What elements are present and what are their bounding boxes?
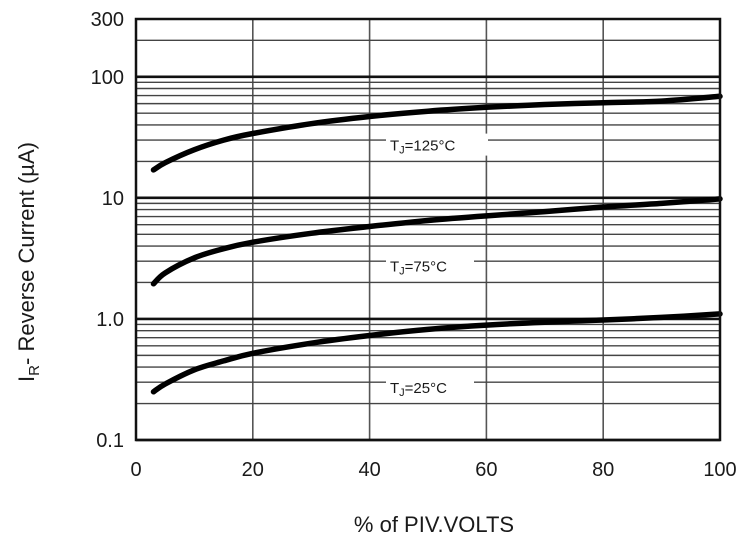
x-tick-label: 20 bbox=[242, 459, 264, 481]
series-annotation: TJ=125°C bbox=[390, 138, 455, 157]
series-annotation: TJ=75°C bbox=[390, 259, 447, 278]
y-tick-label: 10 bbox=[102, 188, 124, 210]
annotation-background bbox=[386, 375, 474, 398]
y-tick-label: 0.1 bbox=[96, 430, 124, 452]
series-line bbox=[150, 196, 723, 287]
y-axis-label-rest: - Reverse Current (µA) bbox=[14, 142, 39, 365]
annotation-rest: =75°C bbox=[405, 259, 447, 276]
x-tick-label: 80 bbox=[592, 459, 614, 481]
series-line bbox=[150, 93, 723, 173]
x-tick-label: 60 bbox=[475, 459, 497, 481]
curves bbox=[150, 93, 723, 395]
annotation-main: T bbox=[390, 380, 399, 397]
annotation-sub: J bbox=[399, 145, 405, 157]
annotation-background bbox=[386, 133, 488, 156]
plot-frame bbox=[134, 17, 722, 442]
annotation-background bbox=[386, 254, 474, 277]
annotation-sub: J bbox=[399, 266, 405, 278]
y-axis-label: IR- Reverse Current (µA) bbox=[14, 142, 43, 382]
y-tick-label: 300 bbox=[91, 9, 124, 31]
series-annotation: TJ=25°C bbox=[390, 380, 447, 399]
y-tick-label: 1.0 bbox=[96, 309, 124, 331]
y-axis-label-sub: R bbox=[26, 365, 43, 376]
x-axis-label: % of PIV.VOLTS bbox=[354, 512, 514, 537]
annotation-rest: =25°C bbox=[405, 380, 447, 397]
y-tick-label: 100 bbox=[91, 67, 124, 89]
y-axis-label-main: I bbox=[14, 376, 39, 382]
tick-labels: 0 20 40 60 80 100 0.1 1.0 10 100 300 bbox=[91, 9, 737, 481]
annotation-main: T bbox=[390, 259, 399, 276]
annotation-sub: J bbox=[399, 387, 405, 399]
annotation-main: T bbox=[390, 138, 399, 155]
x-tick-label: 40 bbox=[358, 459, 380, 481]
annotations: TJ=125°CTJ=75°CTJ=25°C bbox=[386, 133, 488, 399]
annotation-rest: =125°C bbox=[405, 138, 456, 155]
x-tick-label: 0 bbox=[130, 459, 141, 481]
x-tick-label: 100 bbox=[703, 459, 736, 481]
series-line bbox=[150, 311, 723, 395]
